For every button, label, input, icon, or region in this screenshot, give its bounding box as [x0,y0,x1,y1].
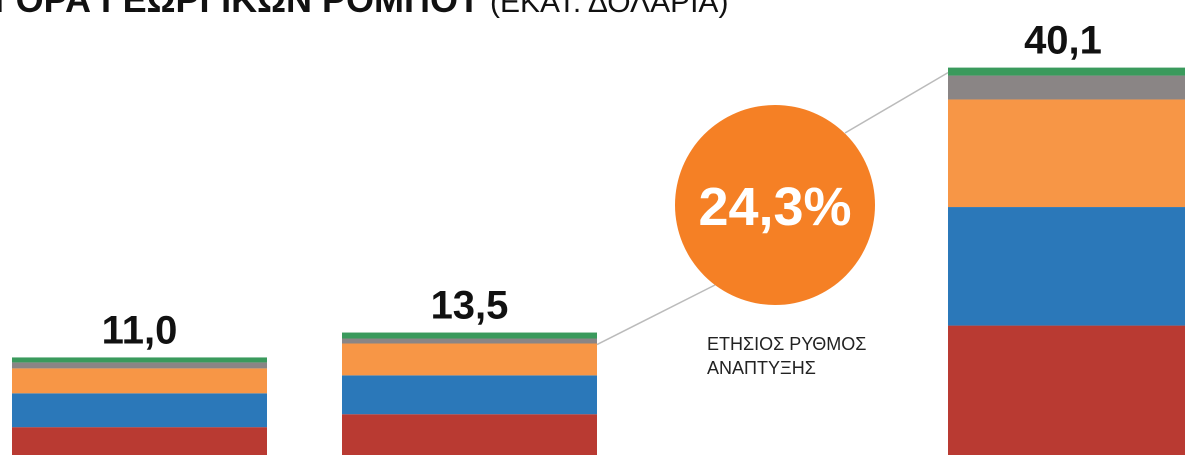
growth-circle [675,105,875,305]
bar-segment [342,414,597,455]
chart-title: ΑΓΟΡΑ ΓΕΩΡΓΙΚΩΝ ΡΟΜΠΟΤ [0,0,480,20]
connector [596,284,716,346]
growth-caption: ΑΝΑΠΤΥΞΗΣ [707,358,816,378]
bar-segment [948,325,1185,455]
bar-segment [12,427,267,455]
chart-subtitle: (ΕΚΑΤ. ΔΟΛΑΡΙΑ) [490,0,728,19]
bar-segment [948,207,1185,326]
total-label: 13,5 [431,284,509,328]
bar-segment [342,375,597,415]
bar-segment [12,357,267,363]
bar-segment [342,332,597,339]
bar-segment [12,368,267,394]
bar-segment [342,338,597,344]
bar-segment [12,393,267,428]
total-label: 40,1 [1024,19,1102,63]
connector [844,71,949,134]
growth-label: 24,3% [698,177,851,237]
bar-segment [948,99,1185,208]
bar-segment [948,67,1185,76]
bar-segment [948,75,1185,100]
bar-segment [342,343,597,376]
total-label: 11,0 [102,308,178,352]
bar-segment [12,362,267,369]
growth-caption: ΕΤΗΣΙΟΣ ΡΥΘΜΟΣ [707,334,866,354]
